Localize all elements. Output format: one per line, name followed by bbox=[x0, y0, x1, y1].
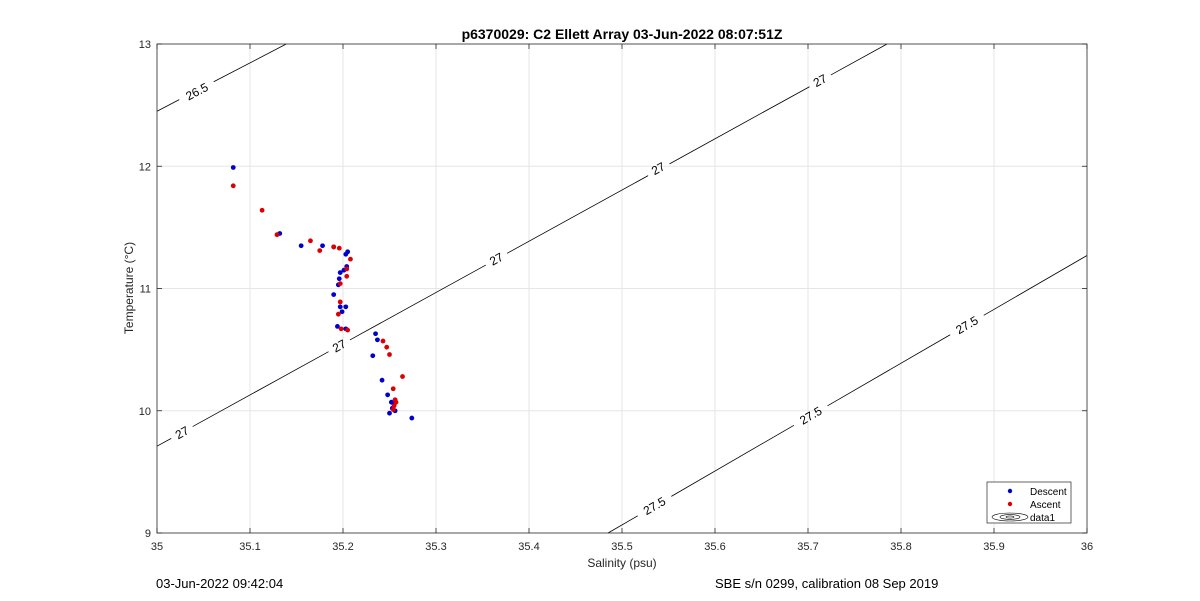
sigma-contour-27-5 bbox=[983, 255, 1088, 316]
descent-point bbox=[230, 165, 236, 170]
contour-label: 27 bbox=[330, 336, 349, 355]
y-tick-label: 9 bbox=[145, 528, 151, 540]
x-tick-label: 35.9 bbox=[983, 541, 1004, 553]
sigma-contour-27 bbox=[349, 264, 486, 341]
sigma-contour-27 bbox=[830, 43, 888, 76]
sigma-contour-26-5 bbox=[156, 99, 180, 112]
descent-point bbox=[409, 415, 415, 421]
sigma-contour-27 bbox=[506, 175, 649, 254]
sigma-contour-27-5 bbox=[607, 515, 638, 534]
ascent-point bbox=[391, 403, 397, 409]
ascent-point bbox=[259, 207, 265, 213]
descent-point bbox=[331, 292, 337, 298]
sigma-contour-27 bbox=[156, 437, 172, 447]
descent-point bbox=[298, 243, 304, 249]
legend-box bbox=[986, 481, 1072, 524]
y-axis-label: Temperature (°C) bbox=[122, 242, 136, 334]
contour-label: 27 bbox=[649, 159, 668, 178]
ascent-point bbox=[274, 232, 280, 238]
ascent-point bbox=[337, 281, 343, 287]
descent-point bbox=[335, 323, 340, 329]
y-tick-label: 11 bbox=[140, 284, 151, 296]
ascent-point bbox=[344, 273, 350, 279]
sigma-contour-27-5 bbox=[671, 424, 795, 497]
contour-label: 27 bbox=[811, 71, 830, 90]
ascent-point bbox=[335, 311, 341, 317]
x-tick-label: 35.6 bbox=[704, 541, 725, 553]
descent-point bbox=[337, 304, 343, 310]
contour-ellipse-icon bbox=[991, 512, 1029, 522]
descent-point bbox=[370, 353, 376, 359]
descent-point bbox=[339, 309, 345, 315]
sigma-contour-27 bbox=[669, 86, 810, 165]
x-tick-label: 35.7 bbox=[797, 541, 818, 553]
x-tick-label: 35 bbox=[151, 541, 163, 553]
ascent-point bbox=[230, 183, 236, 189]
ascent-point bbox=[400, 374, 405, 379]
legend-ascent-marker bbox=[1007, 501, 1013, 507]
legend-descent-label: Descent bbox=[1030, 487, 1067, 498]
x-tick-label: 35.5 bbox=[611, 541, 632, 553]
sigma-contour-27 bbox=[192, 351, 329, 427]
contour-label: 27 bbox=[487, 250, 506, 269]
ascent-point bbox=[317, 248, 323, 254]
descent-point bbox=[379, 377, 385, 383]
descent-point bbox=[373, 331, 378, 337]
contour-label: 27 bbox=[173, 423, 192, 442]
legend: Descent Ascent data1 bbox=[986, 481, 1072, 524]
ascent-point bbox=[390, 386, 396, 392]
descent-point bbox=[387, 410, 392, 416]
footer-timestamp: 03-Jun-2022 09:42:04 bbox=[156, 576, 284, 591]
legend-ascent-label: Ascent bbox=[1030, 500, 1061, 511]
footer-calibration: SBE s/n 0299, calibration 08 Sep 2019 bbox=[715, 576, 939, 591]
descent-point bbox=[343, 304, 349, 310]
ascent-point bbox=[345, 327, 351, 333]
axis-ticks: 35 35.1 35.2 35.3 35.4 35.5 35.6 35.7 35.8 35.9 36… bbox=[139, 39, 1093, 553]
ascent-point bbox=[308, 238, 313, 244]
ascent-point bbox=[380, 338, 386, 344]
ascent-point bbox=[348, 256, 353, 262]
y-tick-label: 10 bbox=[139, 406, 151, 418]
ascent-point bbox=[331, 244, 337, 250]
ascent-point bbox=[338, 326, 344, 332]
x-tick-label: 36 bbox=[1081, 541, 1093, 553]
ascent-point bbox=[384, 344, 390, 350]
x-tick-label: 35.1 bbox=[239, 541, 260, 553]
grid bbox=[157, 44, 1087, 533]
legend-descent-marker bbox=[1007, 488, 1013, 494]
descent-point bbox=[320, 243, 325, 249]
descent-point bbox=[375, 337, 380, 343]
descent-point bbox=[337, 270, 343, 276]
x-tick-label: 35.2 bbox=[332, 541, 353, 553]
descent-point bbox=[385, 392, 391, 398]
x-tick-label: 35.8 bbox=[890, 541, 911, 553]
x-axis-label: Salinity (psu) bbox=[587, 556, 656, 570]
descent-point bbox=[336, 276, 342, 282]
series-ascent bbox=[230, 183, 405, 412]
ascent-point bbox=[390, 407, 396, 412]
ascent-point bbox=[393, 399, 399, 405]
y-tick-label: 13 bbox=[139, 39, 151, 51]
sigma-contour-27-5 bbox=[827, 334, 951, 407]
sigma-contour-26-5 bbox=[213, 43, 287, 83]
ascent-point bbox=[337, 299, 343, 305]
descent-point bbox=[343, 251, 349, 257]
ascent-point bbox=[387, 352, 392, 357]
x-tick-label: 35.3 bbox=[425, 541, 446, 553]
ascent-point bbox=[336, 245, 342, 251]
chart-title: p6370029: C2 Ellett Array 03-Jun-2022 08… bbox=[462, 26, 783, 42]
ascent-point bbox=[344, 266, 350, 272]
data-series bbox=[230, 165, 415, 421]
legend-data1-label: data1 bbox=[1030, 513, 1055, 524]
x-tick-label: 35.4 bbox=[518, 541, 539, 553]
y-tick-label: 12 bbox=[139, 161, 151, 173]
